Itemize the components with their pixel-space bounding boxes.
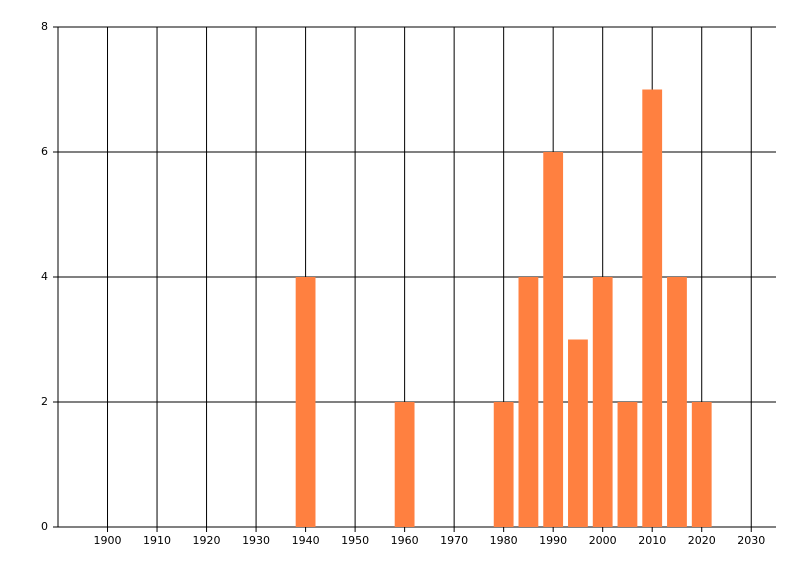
y-tick-label: 6 [41,145,48,158]
bar [568,339,588,527]
x-tick-label: 1960 [391,534,419,547]
x-tick-label: 1910 [143,534,171,547]
x-tick-label: 2020 [688,534,716,547]
x-tick-label: 2010 [638,534,666,547]
x-tick-label: 1940 [292,534,320,547]
x-tick-label: 1970 [440,534,468,547]
y-tick-label: 8 [41,20,48,33]
y-tick-label: 2 [41,395,48,408]
bar [691,402,712,527]
bar [592,277,613,527]
x-tick-label: 1930 [242,534,270,547]
y-tick-label: 0 [41,520,48,533]
bar [493,402,514,527]
bar [543,152,564,527]
bar [394,402,415,527]
bar [617,402,638,527]
x-tick-label: 2030 [737,534,765,547]
bar [518,277,539,527]
x-tick-label: 1900 [94,534,122,547]
x-tick-label: 1950 [341,534,369,547]
bar [295,277,316,527]
x-tick-label: 1980 [490,534,518,547]
y-tick-label: 4 [41,270,48,283]
x-tick-label: 1990 [539,534,567,547]
bar [642,89,663,527]
bar [667,277,687,527]
x-tick-label: 2000 [589,534,617,547]
x-tick-label: 1920 [193,534,221,547]
